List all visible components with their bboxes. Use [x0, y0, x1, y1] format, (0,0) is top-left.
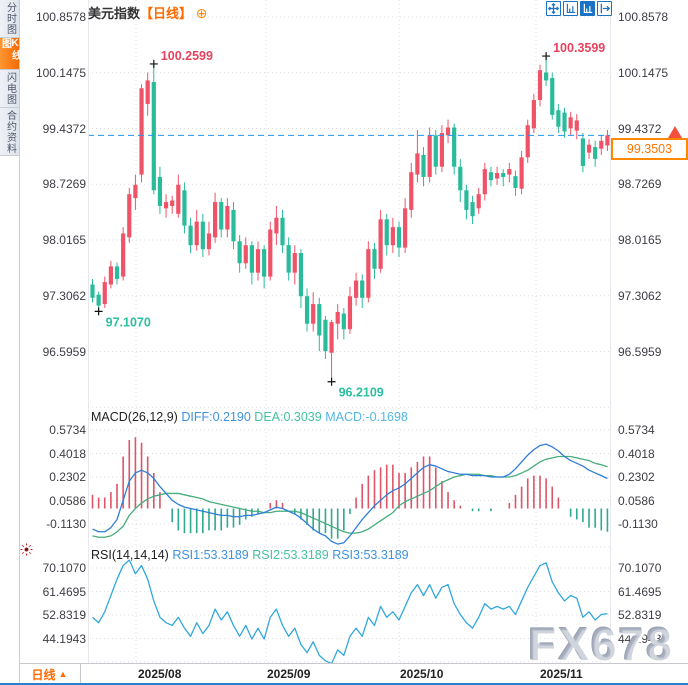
pan-right-icon[interactable] — [597, 1, 612, 16]
macd-axis-label-left: 0.4018 — [49, 446, 86, 461]
price-chart-canvas[interactable]: 100.2599 97.1070 96.2109 100.3599 — [88, 0, 610, 410]
price-axis-label-right: 96.5959 — [618, 344, 662, 359]
macd-title: MACD(26,12,9) — [91, 410, 178, 424]
rsi-axis-label-right: 61.4695 — [618, 584, 662, 599]
macd-axis-label-left: 0.5734 — [49, 423, 86, 437]
sidebar-tab-4[interactable]: 合约资料 — [0, 108, 19, 156]
macd-axis-label-right: 0.0586 — [618, 493, 655, 508]
rsi-axis-label-left: 70.1070 — [42, 561, 86, 575]
price-axis-label-left: 96.5959 — [42, 344, 86, 359]
current-price-value: 99.3503 — [626, 142, 673, 156]
macd-axis-label-left: 0.2302 — [49, 470, 86, 484]
price-axis-label-left: 98.0165 — [42, 233, 86, 247]
price-axis-label-right: 100.8578 — [618, 10, 669, 24]
price-axis-label-right: 97.3062 — [618, 288, 662, 303]
plot-right-edge — [610, 0, 611, 663]
rsi-axis-label-right: 70.1070 — [618, 561, 662, 575]
price-axis-label-right: 99.4372 — [618, 121, 662, 136]
price-axis-label-left: 100.1475 — [35, 65, 86, 80]
axis-scale-icon[interactable] — [563, 1, 578, 16]
rsi2-value: RSI2:53.3189 — [252, 548, 329, 562]
axis-scale-active-icon[interactable] — [580, 1, 595, 16]
chevron-up-icon: ▲ — [58, 669, 68, 679]
symbol-name: 美元指数 — [88, 6, 141, 21]
rsi1-value: RSI1:53.3189 — [172, 548, 249, 562]
price-up-arrow-icon — [668, 126, 682, 138]
rsi-axis-label-right: 44.1943 — [618, 631, 662, 646]
indicator-settings-sun-icon[interactable] — [20, 543, 33, 561]
sidebar-tab-1[interactable]: 分时图 — [0, 0, 19, 38]
rsi-axis-label-left: 44.1943 — [42, 631, 86, 646]
period-selector[interactable]: 日线 ▲ — [19, 664, 81, 684]
price-axis-label-right: 98.0165 — [618, 233, 662, 247]
sidebar-tab-2[interactable]: K线图 — [0, 38, 21, 70]
macd-axis-label-right: 0.2302 — [618, 470, 655, 484]
macd-dea-value: DEA:0.3039 — [254, 410, 322, 424]
price-axis-label-left: 97.3062 — [42, 288, 86, 303]
period-tag: 【日线】 — [140, 6, 193, 21]
sidebar-tab-3[interactable]: 闪电图 — [0, 70, 19, 108]
x-axis-date-label: 2025/10 — [400, 667, 444, 681]
low-annotation: 97.1070 — [106, 315, 151, 329]
low-annotation: 96.2109 — [339, 386, 384, 400]
x-axis-bar: 日线 ▲ 2025/08 2025/09 2025/10 2025/11 — [0, 663, 688, 684]
plot-left-edge — [88, 0, 89, 663]
macd-axis-label-right: 0.5734 — [618, 423, 655, 437]
macd-canvas[interactable] — [88, 428, 610, 548]
bottom-scroll-strip[interactable] — [0, 683, 688, 685]
rsi-axis-label-left: 61.4695 — [42, 584, 86, 599]
rsi-title: RSI(14,14,14) — [91, 548, 169, 562]
high-annotation: 100.2599 — [161, 49, 213, 63]
current-price-tag: 99.3503 — [611, 138, 688, 160]
crosshair-icon[interactable] — [546, 1, 561, 16]
macd-macd-value: MACD:-0.1698 — [325, 410, 408, 424]
rsi3-value: RSI3:53.3189 — [332, 548, 409, 562]
x-axis-date-label: 2025/08 — [138, 667, 182, 681]
rsi-canvas[interactable] — [88, 556, 610, 664]
macd-axis-label-right: 0.4018 — [618, 446, 655, 461]
rsi-header: RSI(14,14,14) RSI1:53.3189 RSI2:53.3189 … — [91, 548, 409, 562]
price-axis-label-left: 98.7269 — [42, 177, 86, 192]
fx678-watermark: FX678 — [528, 618, 674, 670]
period-label: 日线 — [31, 667, 56, 682]
circle-plus-icon[interactable]: ⊕ — [195, 5, 208, 21]
x-axis-date-label: 2025/09 — [267, 667, 311, 681]
left-tab-bar: 分时图 K线图 闪电图 合约资料 — [0, 0, 21, 685]
price-axis-label-right: 100.1475 — [618, 65, 669, 80]
chart-toolbar — [546, 1, 612, 16]
price-axis-label-left: 100.8578 — [35, 10, 86, 24]
macd-axis-label-left: 0.0586 — [49, 493, 86, 508]
high-annotation: 100.3599 — [553, 41, 605, 55]
price-axis-label-left: 99.4372 — [42, 121, 86, 136]
rsi-axis-label-right: 52.8319 — [618, 608, 662, 622]
price-axis-label-right: 98.7269 — [618, 177, 662, 192]
macd-axis-label-right: -0.1130 — [618, 517, 658, 531]
macd-diff-value: DIFF:0.2190 — [181, 410, 251, 424]
macd-axis-label-left: -0.1130 — [46, 517, 86, 531]
chart-title: 美元指数【日线】 ⊕ — [88, 3, 207, 22]
x-axis-date-label: 2025/11 — [540, 667, 583, 681]
rsi-axis-label-left: 52.8319 — [42, 608, 86, 622]
macd-header: MACD(26,12,9) DIFF:0.2190 DEA:0.3039 MAC… — [91, 410, 408, 424]
